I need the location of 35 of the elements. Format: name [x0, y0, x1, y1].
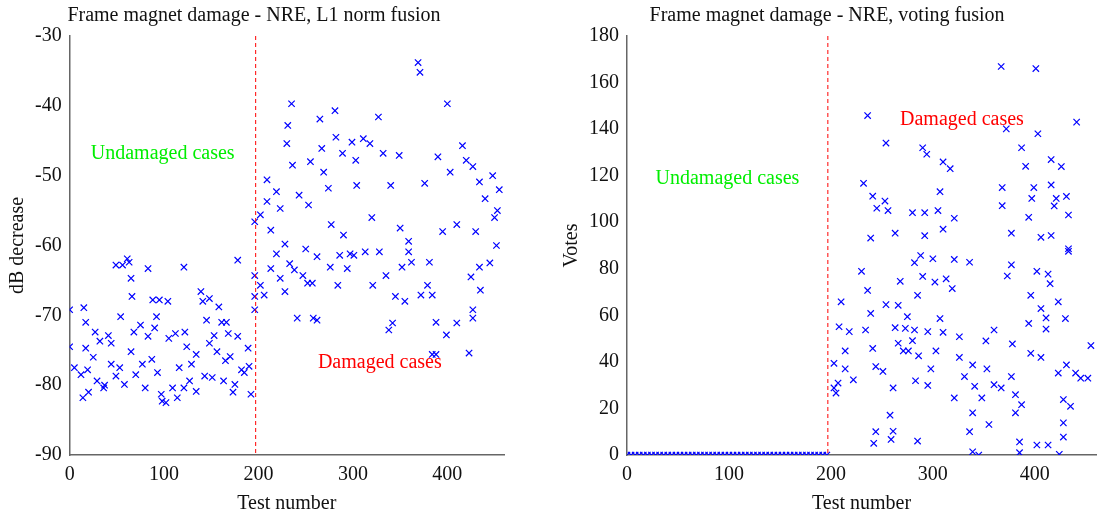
x-axis-title: Test number [237, 491, 337, 514]
y-tick-label: 60 [599, 302, 619, 325]
y-tick-label: 120 [589, 162, 619, 185]
x-tick-label: 400 [1019, 462, 1050, 485]
x-tick-label: 200 [815, 462, 846, 485]
chart-title: Frame magnet damage - NRE, voting fusion [649, 3, 1005, 27]
y-tick-label: -30 [34, 23, 62, 46]
y-tick-label: -40 [34, 93, 62, 116]
x-tick-label: 100 [149, 462, 180, 485]
y-tick-label: 140 [589, 116, 619, 139]
y-tick-label: -60 [34, 232, 62, 255]
y-tick-label: 180 [589, 23, 619, 46]
y-tick-label: 40 [599, 349, 619, 372]
x-tick-label: 300 [337, 462, 368, 485]
x-tick-label: 300 [917, 462, 948, 485]
y-tick-label: -70 [34, 302, 62, 325]
chart-title: Frame magnet damage - NRE, L1 norm fusion [67, 3, 441, 27]
y-tick-label: -50 [34, 162, 62, 185]
x-tick-label: 100 [713, 462, 744, 485]
annotation: Damaged cases [317, 350, 442, 374]
x-axis-title: Test number [811, 491, 912, 514]
y-tick-label: -80 [34, 372, 62, 395]
y-axis-title: dB decrease [5, 196, 28, 295]
x-tick-label: 400 [432, 462, 463, 485]
y-axis-title: Votes [559, 223, 582, 268]
y-tick-label: 100 [589, 209, 619, 232]
y-tick-label: 160 [589, 69, 619, 92]
annotation: Undamaged cases [655, 165, 800, 189]
y-tick-label: 20 [599, 395, 619, 418]
annotation: Undamaged cases [90, 140, 235, 164]
y-tick-label: -90 [34, 442, 62, 465]
y-tick-label: 0 [609, 442, 619, 465]
annotation: Damaged cases [900, 107, 1025, 131]
y-tick-label: 80 [599, 256, 619, 279]
x-tick-label: 200 [243, 462, 274, 485]
